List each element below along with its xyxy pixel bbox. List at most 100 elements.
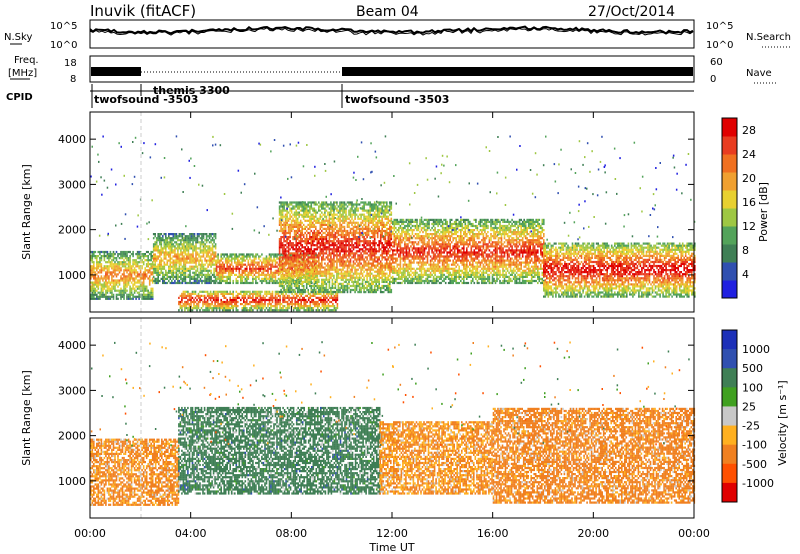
power-cell <box>204 264 206 266</box>
power-cell <box>143 277 145 279</box>
power-cell <box>176 260 178 262</box>
power-cell <box>339 244 341 246</box>
power-cell <box>314 250 316 252</box>
power-cell <box>307 277 309 279</box>
power-cell <box>226 258 228 260</box>
power-cell <box>295 232 297 234</box>
power-cell <box>285 222 287 224</box>
power-cell <box>341 287 343 289</box>
power-cell <box>280 242 282 244</box>
power-cell <box>356 210 358 212</box>
power-cell <box>356 244 358 246</box>
power-cell <box>309 234 311 236</box>
power-cell <box>141 255 143 257</box>
power-cell <box>338 248 340 250</box>
power-cell <box>264 278 266 280</box>
power-cell <box>329 267 331 269</box>
power-cell <box>182 282 184 284</box>
power-cell <box>132 261 134 263</box>
power-cell <box>251 307 253 309</box>
power-cell <box>360 216 362 218</box>
power-cell <box>214 297 216 299</box>
power-cell <box>105 296 107 298</box>
power-cell <box>188 270 190 272</box>
power-cell <box>215 245 217 247</box>
power-cell <box>297 265 299 267</box>
power-cell <box>315 260 317 262</box>
power-cell <box>207 253 209 255</box>
power-cell <box>216 274 218 276</box>
power-cell <box>272 260 274 262</box>
power-cell <box>282 285 284 287</box>
power-cell <box>315 263 317 265</box>
power-cell <box>229 307 231 309</box>
power-cell <box>217 301 219 303</box>
power-cell <box>146 288 148 290</box>
power-cell <box>143 298 145 300</box>
power-cell <box>295 287 297 289</box>
power-cell <box>101 269 103 271</box>
power-cell <box>279 252 281 254</box>
power-cell <box>186 282 188 284</box>
power-cell <box>220 270 222 272</box>
power-cell <box>342 265 344 267</box>
power-cell <box>276 307 278 309</box>
power-cell <box>204 278 206 280</box>
power-cell <box>297 267 299 269</box>
power-cell <box>357 216 359 218</box>
power-cell <box>204 239 206 241</box>
power-cell <box>180 264 182 266</box>
power-cell <box>273 274 275 276</box>
power-cell <box>255 303 257 305</box>
power-cell <box>122 251 124 253</box>
power-cell <box>198 282 200 284</box>
power-cell <box>365 222 367 224</box>
power-cell <box>282 279 284 281</box>
power-cell <box>363 271 365 273</box>
power-cell <box>123 277 125 279</box>
power-cell <box>128 251 130 253</box>
power-cell <box>345 238 347 240</box>
power-cell <box>161 241 163 243</box>
power-cell <box>194 276 196 278</box>
power-cell <box>257 301 259 303</box>
power-cell <box>162 276 164 278</box>
power-cell <box>363 291 365 293</box>
power-cell <box>342 218 344 220</box>
power-cell <box>309 277 311 279</box>
power-cell <box>289 277 291 279</box>
power-cell <box>345 244 347 246</box>
power-cell <box>320 273 322 275</box>
power-cell <box>356 214 358 216</box>
power-cell <box>354 226 356 228</box>
power-cell <box>285 230 287 232</box>
power-cell <box>297 271 299 273</box>
power-cell <box>348 246 350 248</box>
power-cell <box>261 301 263 303</box>
power-cell <box>162 268 164 270</box>
power-cell <box>307 269 309 271</box>
power-cell <box>318 205 320 207</box>
power-cell <box>286 260 288 262</box>
power-cell <box>179 280 181 282</box>
power-cell <box>210 233 212 235</box>
power-cell <box>314 244 316 246</box>
power-cell <box>283 263 285 265</box>
power-cell <box>353 277 355 279</box>
power-cell <box>186 243 188 245</box>
power-cell <box>113 294 115 296</box>
power-cell <box>329 283 331 285</box>
power-cell <box>336 275 338 277</box>
power-cell <box>159 272 161 274</box>
power-cell <box>289 226 291 228</box>
power-cell <box>111 275 113 277</box>
power-cell <box>146 294 148 296</box>
power-cell <box>270 270 272 272</box>
power-cell <box>185 266 187 268</box>
power-cell <box>212 258 214 260</box>
power-cell <box>333 220 335 222</box>
power-cell <box>339 205 341 207</box>
power-cell <box>306 248 308 250</box>
power-cell <box>176 274 178 276</box>
power-cell <box>348 234 350 236</box>
